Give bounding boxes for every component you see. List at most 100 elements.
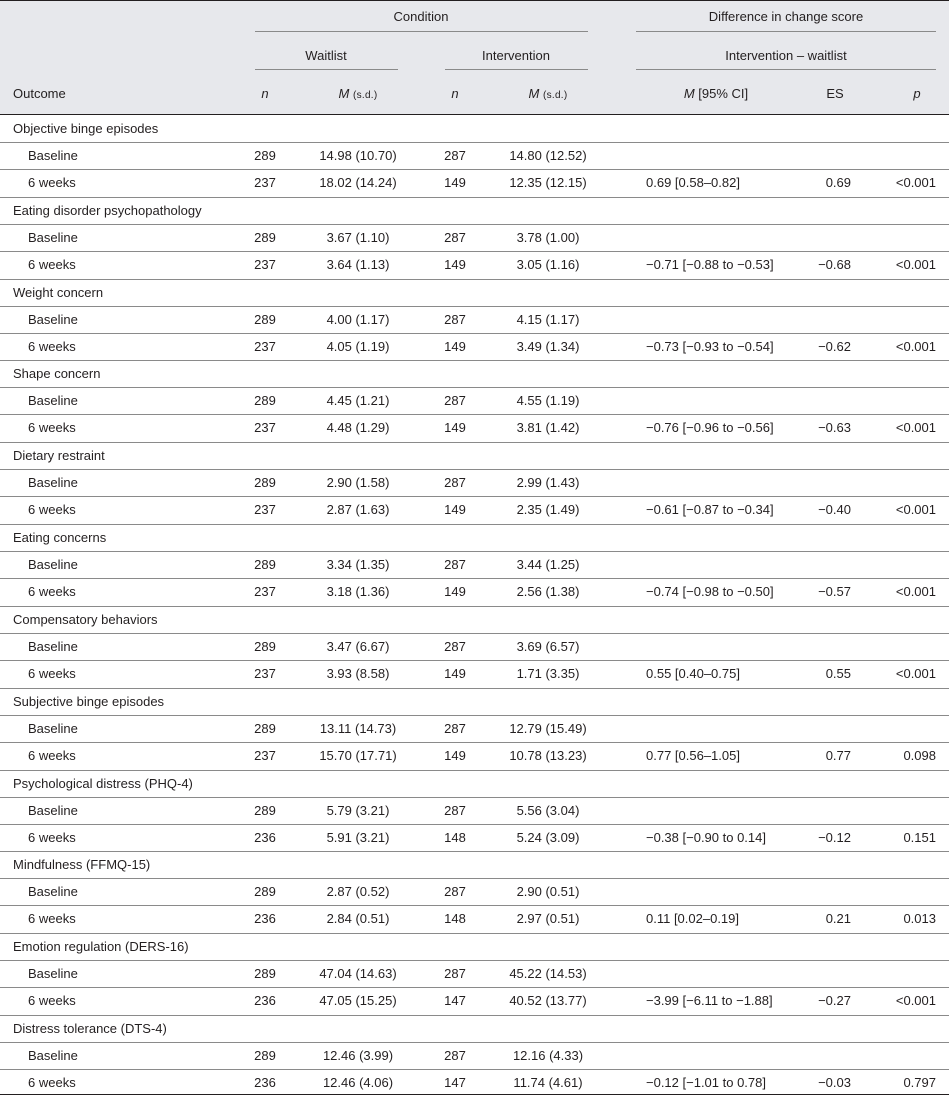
difference-ci: −0.12 [−1.01 to 0.78] bbox=[646, 1075, 766, 1090]
intervention-n: 287 bbox=[444, 557, 466, 572]
timepoint-label: Baseline bbox=[28, 230, 78, 245]
header-m-sd-intervention: M (s.d.) bbox=[528, 86, 568, 101]
difference-ci: 0.77 [0.56–1.05] bbox=[646, 748, 740, 763]
row-rule bbox=[0, 960, 949, 961]
header-contrast: Intervention – waitlist bbox=[725, 48, 847, 63]
outcome-name: Objective binge episodes bbox=[13, 121, 159, 136]
intervention-mean-sd: 2.56 (1.38) bbox=[516, 584, 580, 599]
waitlist-n: 289 bbox=[254, 639, 276, 654]
group-rule bbox=[0, 442, 949, 443]
intervention-mean-sd: 2.99 (1.43) bbox=[516, 475, 580, 490]
intervention-n: 149 bbox=[444, 666, 466, 681]
intervention-mean-sd: 12.35 (12.15) bbox=[509, 175, 587, 190]
outcome-group: Mindfulness (FFMQ-15) Baseline 289 2.87 (0.… bbox=[0, 851, 949, 933]
outcome-name: Psychological distress (PHQ-4) bbox=[13, 776, 193, 791]
difference-ci: 0.69 [0.58–0.82] bbox=[646, 175, 740, 190]
p-value: <0.001 bbox=[895, 502, 936, 517]
intervention-n: 287 bbox=[444, 884, 466, 899]
difference-ci: 0.11 [0.02–0.19] bbox=[646, 911, 740, 926]
waitlist-mean-sd: 3.47 (6.67) bbox=[326, 639, 390, 654]
outcome-name: Subjective binge episodes bbox=[13, 694, 165, 709]
timepoint-label: Baseline bbox=[28, 475, 78, 490]
outcome-name: Emotion regulation (DERS-16) bbox=[13, 939, 189, 954]
difference-ci: −0.76 [−0.96 to −0.56] bbox=[646, 420, 774, 435]
effect-size: −0.03 bbox=[818, 1075, 851, 1090]
row-rule bbox=[0, 987, 949, 988]
effect-size: −0.40 bbox=[818, 502, 851, 517]
outcome-group: Subjective binge episodes Baseline 289 13.1… bbox=[0, 688, 949, 770]
waitlist-n: 236 bbox=[254, 993, 276, 1008]
waitlist-mean-sd: 14.98 (10.70) bbox=[319, 148, 397, 163]
p-value: <0.001 bbox=[895, 584, 936, 599]
waitlist-mean-sd: 12.46 (3.99) bbox=[322, 1048, 394, 1063]
waitlist-mean-sd: 47.05 (15.25) bbox=[319, 993, 397, 1008]
header-rule bbox=[0, 114, 949, 115]
timepoint-label: 6 weeks bbox=[28, 1075, 76, 1090]
outcome-name: Compensatory behaviors bbox=[13, 612, 158, 627]
waitlist-n: 289 bbox=[254, 148, 276, 163]
top-rule bbox=[0, 0, 949, 1]
waitlist-n: 289 bbox=[254, 312, 276, 327]
timepoint-label: 6 weeks bbox=[28, 502, 76, 517]
intervention-n: 149 bbox=[444, 257, 466, 272]
intervention-mean-sd: 3.44 (1.25) bbox=[516, 557, 580, 572]
intervention-n: 287 bbox=[444, 475, 466, 490]
effect-size: −0.63 bbox=[818, 420, 851, 435]
intervention-n: 287 bbox=[444, 393, 466, 408]
row-rule bbox=[0, 905, 949, 906]
intervention-mean-sd: 3.81 (1.42) bbox=[516, 420, 580, 435]
waitlist-n: 237 bbox=[254, 584, 276, 599]
timepoint-label: 6 weeks bbox=[28, 257, 76, 272]
row-rule bbox=[0, 496, 949, 497]
waitlist-n: 289 bbox=[254, 393, 276, 408]
difference-ci: −0.74 [−0.98 to −0.50] bbox=[646, 584, 774, 599]
row-rule bbox=[0, 414, 949, 415]
outcome-name: Eating concerns bbox=[13, 530, 107, 545]
row-rule bbox=[0, 551, 949, 552]
outcome-group: Emotion regulation (DERS-16) Baseline 289 4… bbox=[0, 933, 949, 1015]
timepoint-label: 6 weeks bbox=[28, 175, 76, 190]
row-rule bbox=[0, 142, 949, 143]
intervention-n: 149 bbox=[444, 339, 466, 354]
row-rule bbox=[0, 387, 949, 388]
waitlist-n: 237 bbox=[254, 339, 276, 354]
intervention-n: 287 bbox=[444, 639, 466, 654]
row-rule bbox=[0, 660, 949, 661]
outcome-group: Dietary restraint Baseline 289 2.90 (1.58) 2… bbox=[0, 442, 949, 524]
waitlist-n: 237 bbox=[254, 666, 276, 681]
intervention-n: 287 bbox=[444, 966, 466, 981]
waitlist-mean-sd: 5.91 (3.21) bbox=[326, 830, 390, 845]
intervention-mean-sd: 3.69 (6.57) bbox=[516, 639, 580, 654]
p-value: <0.001 bbox=[895, 993, 936, 1008]
outcome-group: Eating concerns Baseline 289 3.34 (1.35) 287… bbox=[0, 524, 949, 606]
row-rule bbox=[0, 469, 949, 470]
waitlist-n: 237 bbox=[254, 502, 276, 517]
waitlist-n: 237 bbox=[254, 257, 276, 272]
row-rule bbox=[0, 878, 949, 879]
waitlist-mean-sd: 3.67 (1.10) bbox=[326, 230, 390, 245]
timepoint-label: 6 weeks bbox=[28, 993, 76, 1008]
waitlist-n: 289 bbox=[254, 230, 276, 245]
timepoint-label: 6 weeks bbox=[28, 830, 76, 845]
row-rule bbox=[0, 306, 949, 307]
group-rule bbox=[0, 524, 949, 525]
intervention-mean-sd: 3.05 (1.16) bbox=[516, 257, 580, 272]
intervention-mean-sd: 2.97 (0.51) bbox=[516, 911, 580, 926]
intervention-mean-sd: 5.56 (3.04) bbox=[516, 803, 580, 818]
timepoint-label: Baseline bbox=[28, 1048, 78, 1063]
waitlist-n: 289 bbox=[254, 475, 276, 490]
timepoint-label: 6 weeks bbox=[28, 339, 76, 354]
effect-size: 0.77 bbox=[825, 748, 851, 763]
intervention-mean-sd: 14.80 (12.52) bbox=[509, 148, 587, 163]
waitlist-mean-sd: 4.05 (1.19) bbox=[326, 339, 390, 354]
row-rule bbox=[0, 742, 949, 743]
outcome-group: Distress tolerance (DTS-4) Baseline 289 12.… bbox=[0, 1015, 949, 1097]
waitlist-n: 237 bbox=[254, 175, 276, 190]
waitlist-mean-sd: 47.04 (14.63) bbox=[319, 966, 397, 981]
intervention-mean-sd: 4.55 (1.19) bbox=[516, 393, 580, 408]
p-value: 0.013 bbox=[903, 911, 936, 926]
waitlist-n: 237 bbox=[254, 420, 276, 435]
intervention-n: 287 bbox=[444, 721, 466, 736]
waitlist-n: 236 bbox=[254, 911, 276, 926]
header-condition: Condition bbox=[393, 9, 449, 24]
